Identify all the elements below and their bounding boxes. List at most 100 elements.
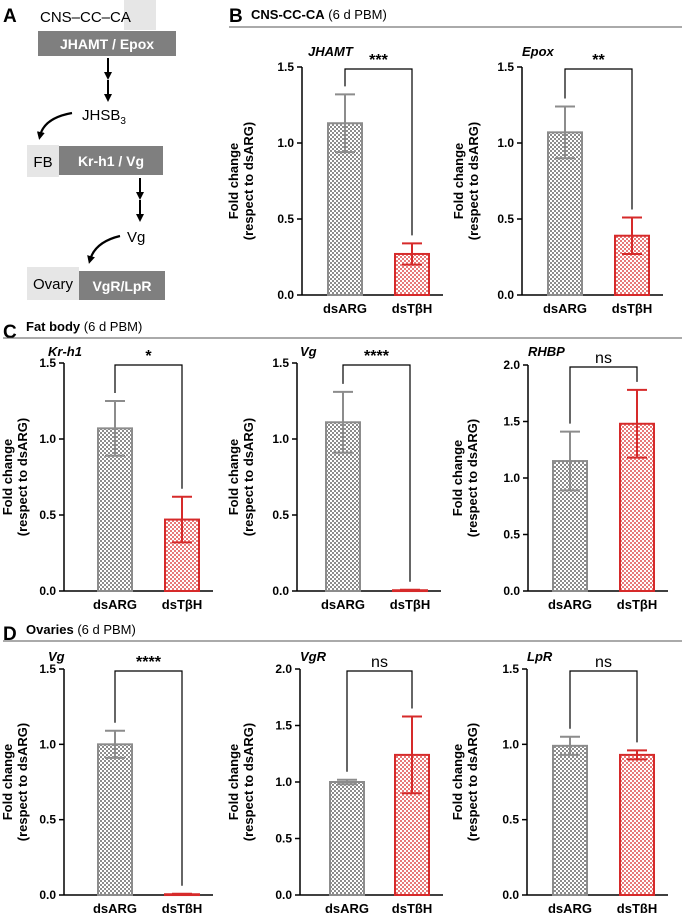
- cns-label: CNS–CC–CA: [40, 9, 131, 26]
- significance-bracket: [344, 68, 413, 236]
- significance-label: ns: [595, 654, 612, 671]
- krh1-vg-box: [59, 146, 163, 175]
- bar-charts: JHAMT 0.0 0.5 1.0 1.5 Fold change(respect to …: [0, 44, 668, 913]
- panel-c-header: C Fat body (6 d PBM): [3, 319, 682, 343]
- y-tick-label: 1.5: [497, 60, 514, 74]
- significance-label: **: [592, 52, 605, 69]
- significance-bracket: [569, 366, 638, 424]
- category-label: dsARG: [93, 597, 137, 612]
- chart-vg-c: Vg 0.0 0.5 1.0 1.5 Fold change(respect to dsA…: [226, 344, 441, 612]
- panel-title-d: Ovaries (6 d PBM): [26, 622, 136, 637]
- y-tick-label: 1.0: [497, 136, 514, 150]
- chart-title: Kr-h1: [48, 344, 82, 359]
- vg-schematic-label: Vg: [127, 229, 145, 246]
- chart-title: LpR: [527, 649, 553, 664]
- y-tick-label: 0.5: [277, 212, 294, 226]
- y-tick-label: 1.0: [272, 432, 289, 446]
- significance-bracket: [114, 670, 183, 886]
- bar-dsarg: [552, 744, 588, 897]
- chart-jhamt-b: JHAMT 0.0 0.5 1.0 1.5 Fold change(respect to …: [226, 44, 443, 316]
- category-label: dsARG: [325, 901, 369, 913]
- significance-label: ****: [136, 654, 162, 671]
- y-tick-label: 1.5: [277, 60, 294, 74]
- krh1-vg-label: Kr-h1 / Vg: [78, 153, 144, 169]
- y-tick-label: 1.5: [275, 719, 292, 733]
- y-tick-label: 0.0: [275, 888, 292, 902]
- chart-title: Epox: [522, 44, 555, 59]
- panel-letter-b: B: [229, 6, 243, 27]
- significance-label: *: [145, 348, 152, 365]
- category-label: dsTβH: [617, 901, 657, 913]
- y-tick-label: 1.5: [502, 662, 519, 676]
- y-axis-label: Fold change(respect to dsARG): [451, 122, 481, 240]
- vgr-lpr-box: [79, 271, 165, 300]
- category-label: dsARG: [93, 901, 137, 913]
- y-tick-label: 1.5: [39, 662, 56, 676]
- panel-title-c: Fat body (6 d PBM): [26, 319, 142, 334]
- significance-bracket: [564, 68, 633, 210]
- y-axis-label: Fold change(respect to dsARG): [450, 419, 480, 537]
- y-tick-label: 1.0: [502, 737, 519, 751]
- arrow-curved-1: [36, 111, 73, 140]
- panel-a-schematic: A CNS–CC–CA JHAMT / Epox JHSB3 FB Kr-h1 …: [3, 0, 176, 300]
- y-tick-label: 1.0: [39, 432, 56, 446]
- y-axis-label: Fold change(respect to dsARG): [0, 723, 30, 841]
- panel-letter-c: C: [3, 322, 17, 343]
- bar-dsarg: [97, 743, 133, 896]
- chart-epox-b: Epox 0.0 0.5 1.0 1.5 Fold change(respect to d…: [451, 44, 663, 316]
- significance-label: ***: [369, 52, 388, 69]
- chart-lpr-d: LpR 0.0 0.5 1.0 1.5 Fold change(respect to ds…: [450, 649, 668, 913]
- bar-dsarg: [547, 131, 583, 296]
- vgr-lpr-label: VgR/LpR: [92, 278, 151, 294]
- y-tick-label: 2.0: [503, 358, 520, 372]
- y-axis-label: Fold change(respect to dsARG): [226, 122, 256, 240]
- y-tick-label: 0.5: [39, 813, 56, 827]
- category-label: dsTβH: [392, 901, 432, 913]
- jhamt-epox-label: JHAMT / Epox: [60, 36, 154, 52]
- chart-kr-h1-c: Kr-h1 0.0 0.5 1.0 1.5 Fold change(respect to …: [0, 344, 213, 612]
- chart-vgr-d: VgR 0.0 0.5 1.0 1.5 2.0 Fold change(respect to…: [226, 649, 443, 913]
- panel-d-header: D Ovaries (6 d PBM): [3, 622, 682, 645]
- chart-title: Vg: [48, 649, 65, 664]
- significance-bracket: [346, 670, 413, 772]
- significance-label: ns: [371, 654, 388, 671]
- category-label: dsTβH: [162, 597, 202, 612]
- chart-title: Vg: [300, 344, 317, 359]
- category-label: dsTβH: [162, 901, 202, 913]
- panel-letter-d: D: [3, 624, 17, 645]
- jhamt-epox-box: [38, 31, 176, 56]
- y-tick-label: 0.5: [275, 832, 292, 846]
- bar-dstβh: [619, 753, 655, 896]
- y-tick-label: 0.5: [497, 212, 514, 226]
- category-label: dsTβH: [617, 597, 657, 612]
- arrow-curved-2: [87, 234, 121, 264]
- ovary-label: Ovary: [33, 276, 74, 293]
- significance-bracket: [569, 670, 638, 743]
- y-tick-label: 0.0: [39, 888, 56, 902]
- y-axis-label: Fold change(respect to dsARG): [0, 418, 30, 536]
- chart-title: RHBP: [528, 344, 565, 359]
- y-tick-label: 0.0: [503, 584, 520, 598]
- y-tick-label: 1.0: [39, 737, 56, 751]
- significance-bracket: [114, 364, 183, 489]
- panel-b-header: B CNS-CC-CA (6 d PBM): [229, 6, 682, 28]
- y-tick-label: 0.5: [39, 508, 56, 522]
- ovary-highlight-box: [27, 267, 79, 300]
- y-axis-label: Fold change(respect to dsARG): [450, 723, 480, 841]
- fb-highlight-box: [27, 145, 59, 177]
- y-tick-label: 0.5: [272, 508, 289, 522]
- y-axis-label: Fold change(respect to dsARG): [226, 723, 256, 841]
- y-tick-label: 1.5: [272, 356, 289, 370]
- chart-title: VgR: [300, 649, 327, 664]
- fb-label: FB: [33, 154, 52, 171]
- y-axis-label: Fold change(respect to dsARG): [226, 418, 256, 536]
- panel-title-b: CNS-CC-CA (6 d PBM): [251, 7, 387, 22]
- ca-highlight-box: [124, 0, 156, 30]
- significance-label: ns: [595, 350, 612, 367]
- significance-bracket: [342, 364, 411, 582]
- y-tick-label: 1.0: [503, 471, 520, 485]
- y-tick-label: 1.0: [275, 775, 292, 789]
- chart-title: JHAMT: [308, 44, 354, 59]
- chart-rhbp-c: RHBP 0.0 0.5 1.0 1.5 2.0 Fold change(respect t…: [450, 344, 668, 612]
